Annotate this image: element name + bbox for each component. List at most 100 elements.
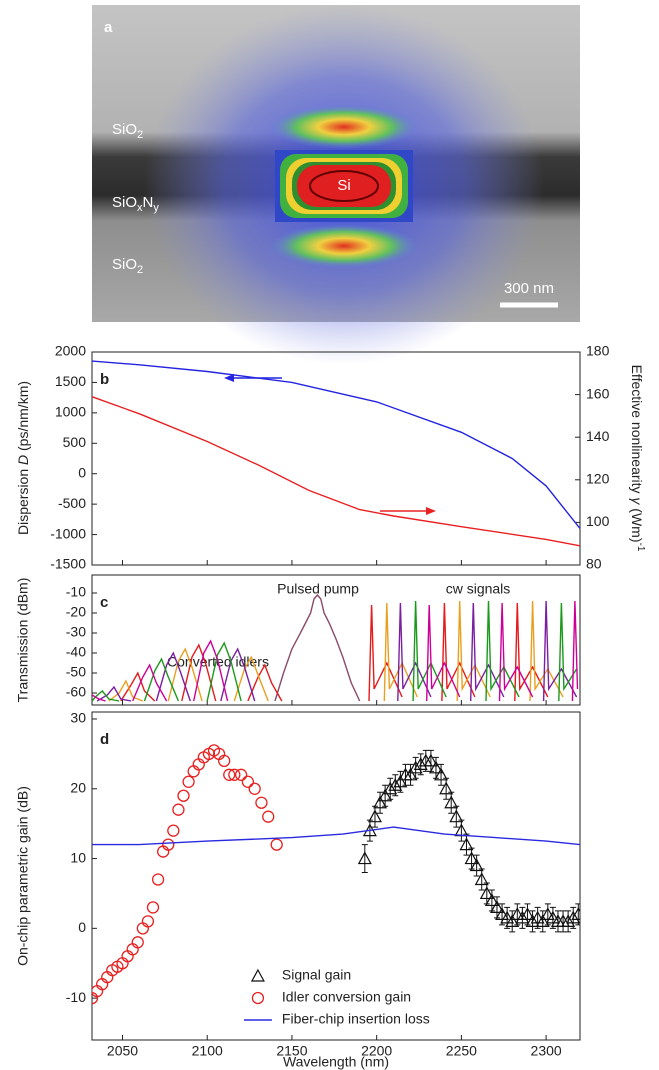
triangle-marker [373, 795, 388, 809]
y-tick-label: -1000 [50, 525, 86, 541]
plot-frame [91, 351, 581, 566]
plot-area [92, 744, 580, 1005]
layer-label: SiOxNy [112, 194, 159, 214]
y2-tick-label: 120 [586, 471, 610, 487]
series-line [120, 602, 549, 702]
triangle-marker [510, 907, 525, 920]
circle-marker [218, 754, 231, 768]
triangle-marker [489, 900, 504, 914]
triangle-marker [444, 795, 459, 809]
circle-marker [92, 991, 99, 1005]
mode-lobe [270, 105, 418, 149]
triangle-marker [500, 910, 515, 924]
triangle-marker [449, 809, 464, 823]
y2-axis-label: Effective nonlinearity γ (Wm)-1 [629, 365, 646, 552]
triangle-marker [434, 767, 449, 781]
circle-marker [182, 775, 195, 788]
triangle-marker [378, 788, 393, 802]
triangle-marker [535, 914, 550, 927]
legend-label: Signal gain [282, 967, 351, 983]
triangle-marker [408, 760, 423, 774]
y-tick-label: 2000 [55, 343, 86, 359]
panel-label: c [100, 594, 108, 611]
y-tick-label: -50 [66, 664, 86, 680]
x-tick-label: 2300 [531, 1043, 562, 1059]
y-tick-label: 1000 [55, 404, 86, 420]
y-tick-label: -500 [58, 495, 86, 511]
error-bar [443, 777, 450, 800]
legend-label: Idler conversion gain [282, 989, 411, 1005]
error-bar [453, 805, 460, 828]
error-bar [463, 833, 470, 856]
arrow [380, 507, 436, 515]
series-line [108, 600, 564, 702]
series-line [96, 600, 578, 702]
plot-area [92, 593, 579, 702]
triangle-marker [428, 760, 443, 774]
error-bar [478, 868, 485, 891]
y-tick-label: 500 [63, 434, 87, 450]
triangle-marker [571, 907, 580, 920]
triangle-marker [479, 886, 494, 900]
error-bar [361, 844, 368, 874]
x-tick-label: 2200 [361, 1043, 392, 1059]
y-tick-label: 1500 [55, 373, 86, 389]
error-bar [371, 805, 378, 828]
series-line [92, 600, 578, 702]
y-tick-label: 0 [78, 464, 86, 480]
circle-marker [228, 768, 241, 781]
error-bar [448, 791, 455, 814]
series-line [92, 826, 580, 846]
triangle-marker [357, 851, 372, 865]
y-axis-label: On-chip parametric gain (dB) [15, 786, 31, 966]
triangle-marker [464, 851, 479, 865]
triangle-marker [520, 907, 535, 920]
legend-label: Fiber-chip insertion loss [282, 1011, 430, 1027]
triangle-marker [383, 781, 398, 795]
triangle-marker [505, 914, 520, 927]
triangle-marker [474, 872, 489, 886]
triangle-marker [484, 893, 499, 907]
x-tick-label: 2150 [276, 1043, 307, 1059]
error-bar [458, 819, 465, 842]
triangle-marker [566, 910, 580, 924]
legend-swatch [251, 991, 265, 1005]
circle-marker [162, 838, 175, 851]
y-tick-label: -1500 [50, 556, 86, 572]
circle-marker [248, 782, 261, 795]
triangle-marker [530, 910, 545, 924]
y-tick-label: 0 [78, 919, 86, 935]
triangle-marker [545, 910, 560, 924]
triangle-marker [367, 809, 382, 823]
plot-frame [91, 574, 581, 706]
y-axis-label: Transmission (dBm) [15, 578, 31, 703]
triangle-marker [388, 778, 403, 791]
core-label: Si [337, 177, 350, 194]
circle-marker [151, 873, 165, 886]
panel-a: a SiO2 SiOxNy Si SiO2 300 nm [92, 5, 580, 365]
circle-marker [146, 901, 160, 914]
circle-marker [270, 838, 283, 851]
legend-swatch [250, 968, 265, 982]
scale-label: 300 nm [504, 280, 554, 297]
mode-lobe [270, 224, 418, 268]
triangle-marker [495, 907, 510, 920]
x-tick-label: 2250 [446, 1043, 477, 1059]
y-tick-label: -60 [66, 684, 86, 700]
layer-label: SiO2 [112, 256, 143, 276]
series-line [92, 600, 579, 702]
annotation: Pulsed pump [277, 581, 359, 597]
triangle-marker [413, 757, 428, 770]
triangle-marker [515, 910, 530, 924]
series-line [274, 593, 361, 702]
circle-marker [241, 775, 255, 788]
y-tick-label: -20 [66, 604, 86, 620]
plot-area [92, 360, 580, 547]
triangle-marker [439, 781, 454, 795]
y-tick-label: 20 [70, 779, 86, 795]
y-tick-label: -10 [66, 584, 86, 600]
triangle-marker [561, 914, 576, 927]
series-line [92, 396, 580, 547]
x-axis-label: Wavelength (nm) [283, 1054, 389, 1070]
